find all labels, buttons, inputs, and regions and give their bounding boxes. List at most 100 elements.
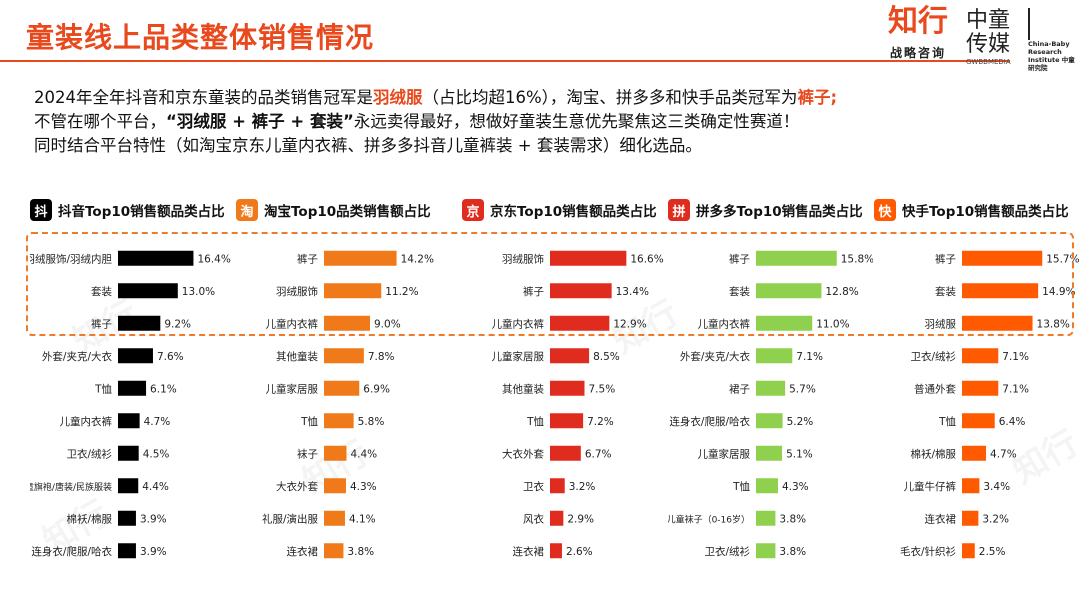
bar	[324, 315, 370, 331]
category-label: 羽绒服	[925, 317, 957, 330]
bar	[962, 413, 995, 429]
category-label: 棉袄/棉服	[66, 512, 112, 525]
data-label: 6.7%	[585, 448, 612, 460]
category-label: T恤	[732, 480, 750, 493]
category-label: 儿童内衣裤	[60, 415, 113, 428]
data-label: 15.7%	[1046, 253, 1079, 265]
data-label: 2.6%	[566, 546, 593, 558]
data-label: 11.0%	[816, 318, 849, 330]
chart-title: 拼多多Top10销售品类占比	[696, 204, 863, 220]
bar	[962, 283, 1039, 299]
bar	[550, 413, 584, 429]
bar	[324, 250, 397, 266]
category-label: T恤	[300, 415, 318, 428]
data-label: 2.5%	[979, 546, 1006, 558]
data-label: 13.0%	[182, 286, 215, 298]
category-label: 卫衣/绒衫	[910, 350, 956, 363]
category-label: 儿童家居服	[492, 350, 545, 363]
bar	[756, 510, 776, 526]
data-label: 7.6%	[157, 351, 184, 363]
data-label: 4.4%	[142, 481, 169, 493]
data-label: 12.9%	[613, 318, 646, 330]
zhongtong-logo-line2: 传媒	[966, 32, 1011, 57]
data-label: 3.2%	[569, 481, 596, 493]
chart-header: 淘 淘宝Top10品类销售额占比	[236, 196, 431, 224]
category-label: 儿童内衣裤	[266, 317, 319, 330]
category-label: T恤	[94, 382, 112, 395]
zhixing-logo: 知行	[888, 4, 948, 39]
data-label: 3.2%	[982, 513, 1009, 525]
bar	[118, 543, 136, 559]
category-label: 儿童袜子（0-16岁）	[668, 513, 750, 525]
category-label: 套装	[729, 285, 750, 298]
category-label: 大衣外套	[502, 447, 544, 460]
chart-title: 京东Top10销售额品类占比	[490, 204, 657, 220]
highlight-pants: 裤子;	[797, 88, 838, 107]
data-label: 5.7%	[789, 383, 816, 395]
data-label: 8.5%	[593, 351, 620, 363]
bar	[118, 510, 136, 526]
bar	[118, 315, 161, 331]
chart-kuaishou: 快 快手Top10销售额品类占比 裤子 15.7% 套装 14.9% 羽绒服 13.8% 卫…	[874, 196, 1079, 566]
category-label: 裤子	[297, 252, 318, 265]
bar	[962, 445, 987, 461]
bar	[962, 478, 980, 494]
data-label: 5.2%	[787, 416, 814, 428]
bar-chart: 羽绒服饰 16.6% 裤子 13.4% 儿童内衣裤 12.9% 儿童家居服 8.5% 其他童装 7…	[492, 250, 664, 559]
data-label: 14.9%	[1042, 286, 1075, 298]
intro-line-2: 不管在哪个平台，“羽绒服 + 裤子 + 套装”永远卖得最好，想做好童装生意优先聚…	[34, 110, 837, 134]
bar	[550, 543, 562, 559]
category-label: 连衣裙	[925, 512, 957, 525]
category-label: 裙子	[729, 382, 750, 395]
data-label: 5.8%	[358, 416, 385, 428]
category-label: 外套/夹克/大衣	[680, 350, 751, 363]
zhongtong-logo-sub: GWBBMEDIA	[966, 58, 1011, 66]
category-label: 儿童内衣裤	[698, 317, 751, 330]
bar	[118, 478, 139, 494]
jd-icon: 京	[462, 199, 484, 221]
pinduoduo-icon: 拼	[668, 199, 690, 221]
chart-taobao: 淘 淘宝Top10品类销售额占比 裤子 14.2% 羽绒服饰 11.2% 儿童内衣裤 9.…	[236, 196, 441, 566]
data-label: 4.7%	[990, 448, 1017, 460]
data-label: 9.0%	[374, 318, 401, 330]
category-label: 裤子	[935, 252, 956, 265]
category-label: 连身衣/爬服/哈衣	[31, 545, 112, 558]
data-label: 7.5%	[589, 383, 616, 395]
category-label: 其他童装	[276, 350, 318, 363]
bar	[756, 348, 793, 364]
category-label: 大衣外套	[276, 480, 318, 493]
category-label: 儿童家居服	[266, 382, 319, 395]
data-label: 9.2%	[164, 318, 191, 330]
category-label: T恤	[526, 415, 544, 428]
category-label: 普通外套	[914, 382, 956, 395]
chart-jd: 京 京东Top10销售额品类占比 羽绒服饰 16.6% 裤子 13.4% 儿童内衣裤 12…	[462, 196, 667, 566]
chart-header: 抖 抖音Top10销售额品类占比	[30, 196, 225, 224]
bar	[756, 250, 837, 266]
data-label: 3.8%	[779, 513, 806, 525]
bar	[756, 445, 783, 461]
category-label: 儿童旗袍/唐装/民族服装	[30, 481, 112, 493]
data-label: 4.4%	[350, 448, 377, 460]
data-label: 4.7%	[144, 416, 171, 428]
bar	[550, 380, 585, 396]
bar	[962, 348, 999, 364]
category-label: 毛衣/针织衫	[900, 545, 956, 558]
bar-chart: 裤子 15.7% 套装 14.9% 羽绒服 13.8% 卫衣/绒衫 7.1% 普通外套 7.1% T…	[900, 250, 1079, 559]
data-label: 3.8%	[347, 546, 374, 558]
bar	[756, 283, 822, 299]
category-label: 连衣裙	[513, 545, 545, 558]
category-label: 风衣	[523, 512, 544, 525]
bar	[118, 380, 147, 396]
data-label: 7.1%	[1002, 351, 1029, 363]
category-label: 其他童装	[502, 382, 544, 395]
chart-title: 抖音Top10销售额品类占比	[58, 204, 225, 220]
category-label: 连身衣/爬服/哈衣	[669, 415, 750, 428]
bar	[756, 380, 786, 396]
chart-pinduoduo: 拼 拼多多Top10销售品类占比 裤子 15.8% 套装 12.8% 儿童内衣裤 11.0…	[668, 196, 873, 566]
bar	[118, 348, 153, 364]
kuaishou-icon: 快	[874, 199, 896, 221]
chart-header: 京 京东Top10销售额品类占比	[462, 196, 657, 224]
bar-chart: 裤子 14.2% 羽绒服饰 11.2% 儿童内衣裤 9.0% 其他童装 7.8% 儿童家居服 6.…	[262, 250, 434, 559]
category-label: 裤子	[729, 252, 750, 265]
bar	[324, 478, 346, 494]
